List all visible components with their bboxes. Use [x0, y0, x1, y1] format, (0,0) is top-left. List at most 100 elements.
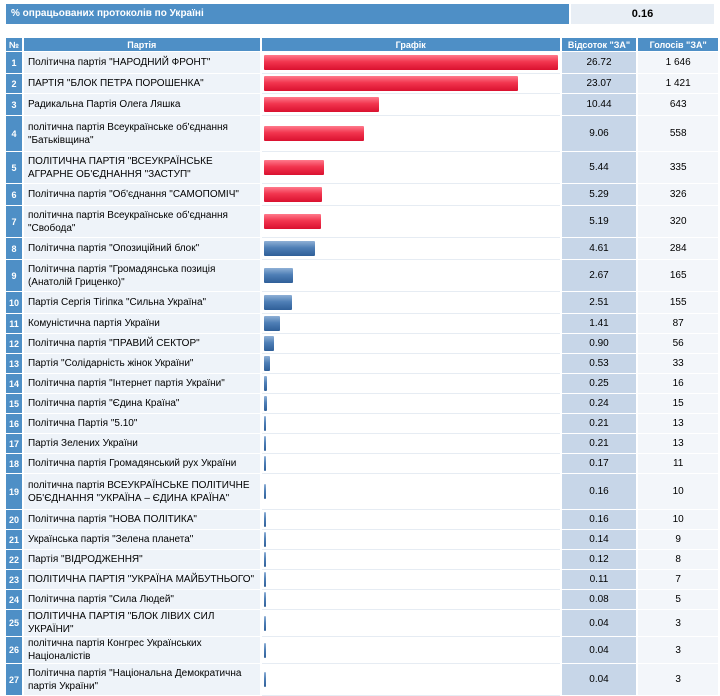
party-name: ПОЛІТИЧНА ПАРТІЯ "ВСЕУКРАЇНСЬКЕ АГРАРНЕ … [23, 152, 260, 184]
bar-mark [263, 572, 266, 587]
bar-cell [261, 260, 560, 292]
bar-mark [263, 160, 324, 175]
row-number: 19 [6, 474, 22, 510]
votes-value: 3 [638, 664, 718, 696]
bar-mark [263, 615, 266, 631]
row-number: 22 [6, 550, 22, 570]
table-row: 23 ПОЛІТИЧНА ПАРТІЯ "УКРАЇНА МАЙБУТНЬОГО"… [6, 570, 718, 590]
percent-value: 9.06 [561, 116, 637, 152]
bar-mark [263, 436, 266, 451]
party-name: Партія Зелених України [23, 434, 260, 454]
votes-value: 3 [638, 637, 718, 664]
party-name: Політична партія "Національна Демократич… [23, 664, 260, 696]
votes-value: 284 [638, 238, 718, 260]
row-number: 7 [6, 206, 22, 238]
percent-value: 0.16 [561, 510, 637, 530]
bar-cell [261, 52, 560, 74]
percent-value: 26.72 [561, 52, 637, 74]
table-row: 10 Партія Сергія Тігіпка "Сильна Україна"… [6, 292, 718, 314]
bar-mark [263, 512, 266, 527]
party-name: Українська партія "Зелена планета" [23, 530, 260, 550]
bar-cell [261, 74, 560, 94]
table-row: 2 ПАРТІЯ "БЛОК ПЕТРА ПОРОШЕНКА" 23.07 1 421 [6, 74, 718, 94]
bar-cell [261, 94, 560, 116]
summary-bar: % опрацьованих протоколів по Україні 0.1… [6, 4, 714, 24]
party-name: ПОЛІТИЧНА ПАРТІЯ "БЛОК ЛІВИХ СИЛ УКРАЇНИ… [23, 610, 260, 637]
percent-value: 0.04 [561, 610, 637, 637]
party-name: політична партія Конгрес Українських Нац… [23, 637, 260, 664]
party-name: Політична партія Громадянський рух Украї… [23, 454, 260, 474]
percent-value: 0.90 [561, 334, 637, 354]
votes-value: 56 [638, 334, 718, 354]
row-number: 20 [6, 510, 22, 530]
row-number: 9 [6, 260, 22, 292]
percent-value: 0.21 [561, 434, 637, 454]
party-name: політична партія ВСЕУКРАЇНСЬКЕ ПОЛІТИЧНЕ… [23, 474, 260, 510]
row-number: 24 [6, 590, 22, 610]
votes-value: 13 [638, 434, 718, 454]
bar-cell [261, 394, 560, 414]
percent-value: 5.19 [561, 206, 637, 238]
row-number: 25 [6, 610, 22, 637]
table-row: 18 Політична партія Громадянський рух Укр… [6, 454, 718, 474]
bar-mark [263, 642, 266, 658]
party-name: Політична партія "Єдина Країна" [23, 394, 260, 414]
bar-cell [261, 152, 560, 184]
party-name: Партія Сергія Тігіпка "Сильна Україна" [23, 292, 260, 314]
percent-value: 0.08 [561, 590, 637, 610]
percent-value: 0.21 [561, 414, 637, 434]
bar-mark [263, 55, 558, 70]
percent-value: 2.51 [561, 292, 637, 314]
bar-mark [263, 484, 266, 499]
bar-mark [263, 356, 270, 371]
bar-mark [263, 295, 292, 310]
votes-value: 11 [638, 454, 718, 474]
party-name: Політична партія "НАРОДНИЙ ФРОНТ" [23, 52, 260, 74]
table-row: 7 політична партія Всеукраїнське об'єднан… [6, 206, 718, 238]
percent-value: 0.04 [561, 637, 637, 664]
bar-mark [263, 187, 322, 202]
votes-value: 1 646 [638, 52, 718, 74]
percent-value: 4.61 [561, 238, 637, 260]
row-number: 13 [6, 354, 22, 374]
bar-cell [261, 354, 560, 374]
table-row: 22 Партія "ВІДРОДЖЕННЯ" 0.12 8 [6, 550, 718, 570]
bar-mark [263, 456, 266, 471]
votes-value: 7 [638, 570, 718, 590]
row-number: 8 [6, 238, 22, 260]
bar-mark [263, 592, 266, 607]
table-row: 25 ПОЛІТИЧНА ПАРТІЯ "БЛОК ЛІВИХ СИЛ УКРАЇ… [6, 610, 718, 637]
percent-value: 0.14 [561, 530, 637, 550]
table-row: 20 Політична партія "НОВА ПОЛІТИКА" 0.16 10 [6, 510, 718, 530]
percent-value: 2.67 [561, 260, 637, 292]
party-name: Політична партія "НОВА ПОЛІТИКА" [23, 510, 260, 530]
votes-value: 87 [638, 314, 718, 334]
row-number: 27 [6, 664, 22, 696]
row-number: 18 [6, 454, 22, 474]
bar-mark [263, 416, 266, 431]
column-header-chart: Графік [261, 38, 560, 52]
votes-value: 9 [638, 530, 718, 550]
votes-value: 335 [638, 152, 718, 184]
row-number: 3 [6, 94, 22, 116]
percent-value: 23.07 [561, 74, 637, 94]
bar-cell [261, 454, 560, 474]
bar-cell [261, 637, 560, 664]
results-table: № Партія Графік Відсоток "ЗА" Голосів "З… [4, 38, 720, 696]
percent-value: 1.41 [561, 314, 637, 334]
bar-mark [263, 376, 267, 391]
column-header-pct: Відсоток "ЗА" [561, 38, 637, 52]
bar-cell [261, 570, 560, 590]
bar-mark [263, 316, 280, 331]
row-number: 11 [6, 314, 22, 334]
row-number: 16 [6, 414, 22, 434]
party-name: політична партія Всеукраїнське об'єднанн… [23, 206, 260, 238]
party-name: Комуністична партія України [23, 314, 260, 334]
party-name: Політична партія "ПРАВИЙ СЕКТОР" [23, 334, 260, 354]
party-name: ПОЛІТИЧНА ПАРТІЯ "УКРАЇНА МАЙБУТНЬОГО" [23, 570, 260, 590]
bar-mark [263, 672, 266, 687]
row-number: 4 [6, 116, 22, 152]
votes-value: 320 [638, 206, 718, 238]
table-row: 5 ПОЛІТИЧНА ПАРТІЯ "ВСЕУКРАЇНСЬКЕ АГРАРНЕ… [6, 152, 718, 184]
percent-value: 10.44 [561, 94, 637, 116]
